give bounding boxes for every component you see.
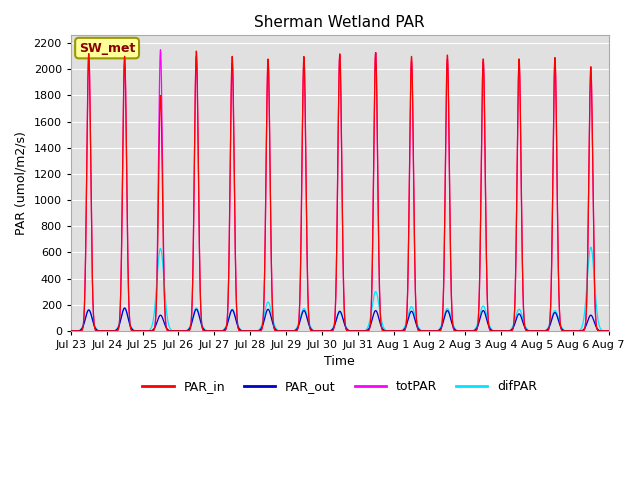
Legend: PAR_in, PAR_out, totPAR, difPAR: PAR_in, PAR_out, totPAR, difPAR	[138, 375, 542, 398]
Title: Sherman Wetland PAR: Sherman Wetland PAR	[255, 15, 425, 30]
Text: SW_met: SW_met	[79, 42, 135, 55]
X-axis label: Time: Time	[324, 355, 355, 369]
Y-axis label: PAR (umol/m2/s): PAR (umol/m2/s)	[15, 131, 28, 235]
